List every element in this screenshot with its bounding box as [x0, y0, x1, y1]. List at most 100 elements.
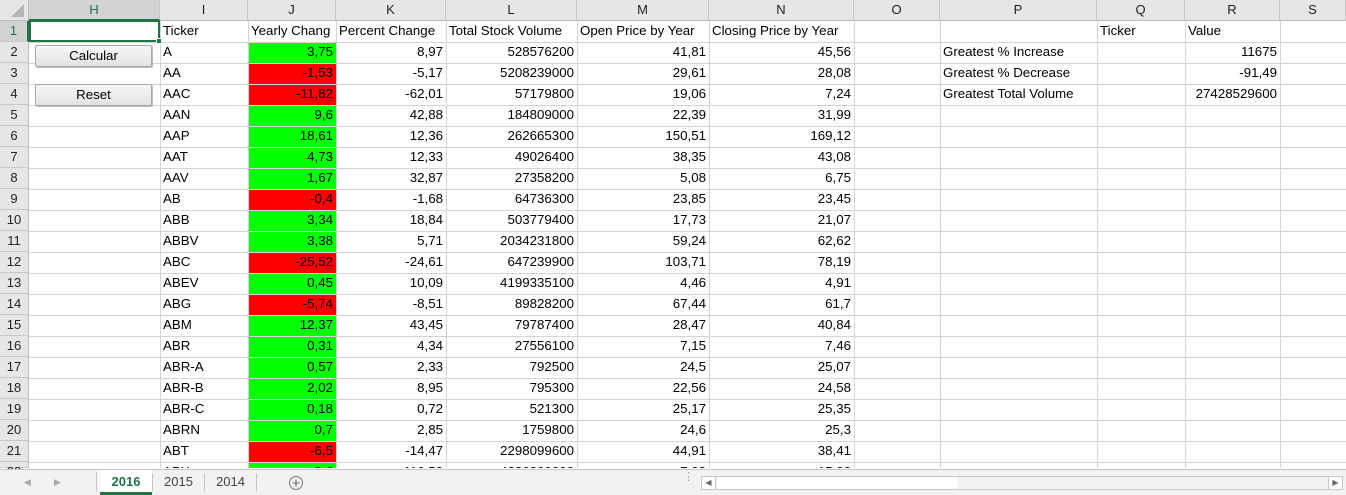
cell-percent-change[interactable]: -62,01 [405, 86, 443, 101]
cell-ticker[interactable]: A [163, 44, 172, 59]
header-yearly-change[interactable]: Yearly Chang [251, 23, 331, 38]
cell-percent-change[interactable]: 12,33 [409, 149, 443, 164]
row-header-9[interactable]: 9 [0, 189, 29, 210]
cell-percent-change[interactable]: 4,34 [417, 338, 443, 353]
cell-percent-change[interactable]: 43,45 [409, 317, 443, 332]
active-cell-h1[interactable] [29, 20, 160, 42]
cell-ticker[interactable]: AAV [163, 170, 189, 185]
scroll-tabs-left-icon[interactable]: ◀ [24, 477, 31, 487]
cell-open-price[interactable]: 67,44 [672, 296, 706, 311]
cell-closing-price[interactable]: 25,07 [817, 359, 851, 374]
cell-closing-price[interactable]: 78,19 [817, 254, 851, 269]
row-header-5[interactable]: 5 [0, 105, 29, 126]
scroll-right-arrow-icon[interactable]: ▶ [1328, 477, 1342, 489]
row-header-10[interactable]: 10 [0, 210, 29, 231]
summary-value[interactable]: 11675 [1241, 44, 1277, 59]
sheet-tab-2016[interactable]: 2016 [100, 470, 152, 495]
cell-total-volume[interactable]: 79787400 [514, 317, 574, 332]
scroll-tabs-right-icon[interactable]: ▶ [54, 477, 61, 487]
summary-ticker[interactable] [1097, 63, 1185, 84]
add-sheet-button[interactable] [288, 475, 304, 491]
cell-yearly-change[interactable]: -25,52 [295, 254, 333, 269]
cell-closing-price[interactable]: 15,98 [709, 462, 854, 468]
cell-ticker[interactable]: ABR-B [163, 380, 204, 395]
row-header-3[interactable]: 3 [0, 63, 29, 84]
cell-open-price[interactable]: 24,6 [680, 422, 706, 437]
cell-open-price[interactable]: 7,15 [680, 338, 706, 353]
cell-closing-price[interactable]: 31,99 [817, 107, 851, 122]
cell-open-price[interactable]: 17,73 [672, 212, 706, 227]
cell-closing-price[interactable]: 28,08 [817, 65, 851, 80]
cell-open-price[interactable]: 25,17 [672, 401, 706, 416]
cell-percent-change[interactable]: 8,95 [417, 380, 443, 395]
cell-ticker[interactable]: ABB [163, 212, 190, 227]
cell-closing-price[interactable]: 24,58 [817, 380, 851, 395]
summary-value[interactable]: -91,49 [1239, 65, 1277, 80]
row-header-6[interactable]: 6 [0, 126, 29, 147]
fill-handle[interactable] [156, 38, 162, 44]
summary-label[interactable]: Greatest Total Volume [943, 86, 1074, 101]
cell-percent-change[interactable]: 0,72 [417, 401, 443, 416]
cell-total-volume[interactable]: 27358200 [514, 170, 574, 185]
row-header-13[interactable]: 13 [0, 273, 29, 294]
cell-ticker[interactable]: ABR-C [163, 401, 205, 416]
cell-total-volume[interactable]: 4886800000 [446, 462, 577, 468]
cell-percent-change[interactable]: 2,85 [417, 422, 443, 437]
cell-total-volume[interactable]: 262665300 [507, 128, 574, 143]
cell-open-price[interactable]: 59,24 [672, 233, 706, 248]
row-header-20[interactable]: 20 [0, 420, 29, 441]
cell-percent-change[interactable]: 12,36 [409, 128, 443, 143]
cell-percent-change[interactable]: 32,87 [409, 170, 443, 185]
column-header-n[interactable]: N [709, 0, 854, 21]
column-header-j[interactable]: J [248, 0, 336, 21]
column-header-q[interactable]: Q [1097, 0, 1185, 21]
column-header-m[interactable]: M [577, 0, 709, 21]
summary-header-value[interactable]: Value [1188, 23, 1222, 38]
sheet-tab-2014[interactable]: 2014 [216, 474, 245, 489]
summary-label[interactable]: Greatest % Increase [943, 44, 1065, 59]
cell-ticker[interactable]: ABRN [163, 422, 200, 437]
cell-total-volume[interactable]: 521300 [529, 401, 574, 416]
row-header-19[interactable]: 19 [0, 399, 29, 420]
cell-percent-change[interactable]: 5,71 [417, 233, 443, 248]
cell-percent-change[interactable]: 18,84 [409, 212, 443, 227]
cell-yearly-change[interactable]: 4,73 [307, 149, 333, 164]
cell-ticker[interactable]: ABX [160, 462, 248, 468]
cell-yearly-change[interactable]: 0,7 [314, 422, 334, 437]
row-header-15[interactable]: 15 [0, 315, 29, 336]
cell-yearly-change[interactable]: 0,31 [307, 338, 333, 353]
row-header-18[interactable]: 18 [0, 378, 29, 399]
cell-total-volume[interactable]: 795300 [529, 380, 574, 395]
cell-ticker[interactable]: AAP [163, 128, 190, 143]
cell-yearly-change[interactable]: -11,82 [296, 86, 333, 101]
cell-ticker[interactable]: ABC [163, 254, 191, 269]
cell-open-price[interactable]: 103,71 [665, 254, 706, 269]
cell-yearly-change[interactable]: 0,57 [307, 359, 333, 374]
cell-percent-change[interactable]: 116,53 [336, 462, 446, 468]
column-header-i[interactable]: I [160, 0, 248, 21]
cell-ticker[interactable]: AAC [163, 86, 191, 101]
cell-open-price[interactable]: 7,38 [577, 462, 709, 468]
cell-ticker[interactable]: AAN [163, 107, 191, 122]
cell-yearly-change[interactable]: 3,34 [307, 212, 333, 227]
cell-percent-change[interactable]: -5,17 [412, 65, 443, 80]
cell-closing-price[interactable]: 43,08 [817, 149, 851, 164]
cell-yearly-change[interactable]: 0,45 [307, 275, 333, 290]
reset-button[interactable]: Reset [35, 84, 152, 106]
cell-closing-price[interactable]: 61,7 [825, 296, 851, 311]
cell-total-volume[interactable]: 57179800 [514, 86, 574, 101]
column-header-h[interactable]: H [29, 0, 160, 21]
cell-closing-price[interactable]: 7,46 [825, 338, 851, 353]
cell-open-price[interactable]: 24,5 [680, 359, 706, 374]
summary-ticker[interactable] [1097, 42, 1185, 63]
cell-ticker[interactable]: AB [163, 191, 181, 206]
row-header-12[interactable]: 12 [0, 252, 29, 273]
cell-yearly-change[interactable]: -6,5 [310, 443, 333, 458]
cell-closing-price[interactable]: 62,62 [817, 233, 851, 248]
cell-yearly-change[interactable]: -5,74 [302, 296, 333, 311]
row-header-21[interactable]: 21 [0, 441, 29, 462]
cell-closing-price[interactable]: 25,35 [817, 401, 851, 416]
cell-open-price[interactable]: 19,06 [672, 86, 706, 101]
column-header-p[interactable]: P [940, 0, 1097, 21]
row-header-7[interactable]: 7 [0, 147, 29, 168]
